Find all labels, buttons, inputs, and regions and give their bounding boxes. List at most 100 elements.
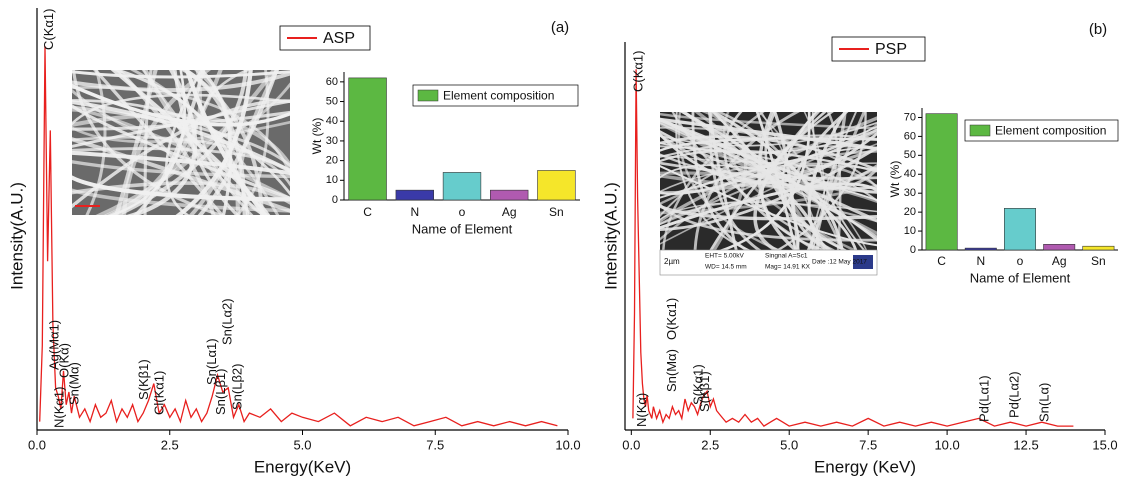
- y-tick-label: 50: [326, 95, 338, 107]
- peak-label: Sn(Lβ1): [213, 369, 228, 416]
- x-tick-label: 15.0: [1092, 437, 1117, 452]
- fibre: [772, 112, 800, 250]
- spectrum-line: [39, 45, 558, 427]
- x-tick-label: C: [363, 205, 372, 219]
- x-tick-label: o: [1017, 254, 1024, 268]
- fibre: [718, 112, 811, 250]
- fibre: [660, 146, 877, 199]
- x-tick-label: 10.0: [555, 437, 580, 452]
- x-tick-label: Sn: [549, 205, 564, 219]
- fibre: [235, 70, 280, 215]
- fibre: [95, 70, 277, 215]
- spectrum-line: [632, 69, 1074, 427]
- fibre: [671, 112, 836, 250]
- fibre: [173, 70, 240, 215]
- y-tick-label: 70: [904, 111, 916, 123]
- bar: [1043, 244, 1076, 251]
- bar: [442, 172, 482, 201]
- fibre: [112, 70, 248, 215]
- bar: [925, 113, 958, 251]
- fibre: [93, 70, 225, 215]
- y-axis-label: Wt (%): [888, 161, 902, 198]
- fibre: [826, 112, 842, 250]
- sem-image: [660, 112, 877, 250]
- x-tick-label: N: [976, 254, 985, 268]
- bar: [964, 247, 997, 251]
- x-axis-label: Energy (KeV): [814, 457, 916, 476]
- fibre: [199, 70, 254, 215]
- sem-image: [72, 70, 290, 215]
- fibre: [693, 112, 801, 250]
- fibre: [807, 112, 847, 250]
- peak-label: Pd(Lα1): [976, 375, 991, 422]
- image-info-text: Date :12 May 2017: [812, 259, 867, 266]
- fibre: [691, 112, 750, 250]
- y-axis-label: Wt (%): [310, 118, 324, 155]
- x-tick-label: 2.5: [701, 437, 719, 452]
- peak-label: O(Kα): [57, 343, 72, 378]
- peak-label: S(Kβ1): [697, 371, 712, 412]
- fibre: [72, 160, 290, 179]
- panel-label: (b): [1089, 21, 1107, 38]
- peak-label: Cl(Kα1): [152, 371, 167, 415]
- peak-label: Sn(Lα): [1036, 383, 1051, 422]
- peak-label: Sn(Lα2): [220, 298, 235, 345]
- bar: [1082, 245, 1115, 251]
- y-tick-label: 30: [904, 187, 916, 199]
- peak-label: Sn(Mα): [664, 349, 679, 392]
- fibre: [660, 128, 877, 196]
- x-tick-label: N: [410, 205, 419, 219]
- peak-label: C(Kα1): [41, 9, 56, 50]
- fibre: [85, 70, 107, 215]
- legend-box: [412, 84, 579, 107]
- peak-label: Sn(Lα1): [204, 338, 219, 385]
- x-axis-label: Name of Element: [970, 270, 1071, 285]
- bar: [1004, 208, 1036, 251]
- legend-label: Element composition: [995, 124, 1106, 138]
- legend-box: [964, 119, 1119, 142]
- y-tick-label: 20: [326, 155, 338, 167]
- x-tick-label: 0.0: [622, 437, 640, 452]
- legend-swatch: [969, 124, 991, 137]
- x-tick-label: 2.5: [161, 437, 179, 452]
- image-info-bar: [659, 249, 878, 276]
- legend-swatch: [417, 89, 439, 102]
- image-info-text: 2µm: [664, 257, 680, 266]
- image-info-text: EHT= 5.00kV: [705, 253, 745, 260]
- peak-label: S(Kα1): [691, 364, 706, 405]
- x-axis-label: Name of Element: [412, 221, 513, 236]
- x-tick-label: 10.0: [934, 437, 959, 452]
- x-tick-label: 0.0: [28, 437, 46, 452]
- legend-label: Element composition: [443, 89, 554, 103]
- x-tick-label: Ag: [1052, 254, 1067, 268]
- x-tick-label: 5.0: [293, 437, 311, 452]
- x-tick-label: Sn: [1091, 254, 1106, 268]
- fibre: [72, 120, 290, 144]
- x-tick-label: C: [937, 254, 946, 268]
- fibre: [175, 70, 253, 215]
- legend-label: PSP: [875, 41, 907, 58]
- fibre: [72, 108, 290, 201]
- fibre: [165, 70, 204, 215]
- fibre: [72, 137, 290, 213]
- peak-label: C(Kα1): [631, 51, 646, 92]
- y-tick-label: 30: [326, 135, 338, 147]
- y-tick-label: 60: [904, 130, 916, 142]
- x-tick-label: o: [459, 205, 466, 219]
- fibre: [72, 70, 226, 215]
- fibre: [660, 164, 877, 241]
- peak-label: Ag(Mα1): [46, 320, 61, 370]
- x-tick-label: 7.5: [859, 437, 877, 452]
- image-info-text: Singnal A=Sc1: [765, 253, 808, 260]
- fibre: [660, 121, 877, 236]
- bar: [348, 77, 387, 201]
- fibre: [660, 117, 877, 239]
- y-tick-label: 10: [904, 225, 916, 237]
- image-info-text: Mag= 14.91 KX: [765, 264, 811, 271]
- x-tick-label: Ag: [502, 205, 517, 219]
- y-tick-label: 0: [332, 194, 338, 206]
- y-tick-label: 10: [326, 174, 338, 186]
- fibre: [715, 112, 844, 250]
- fibre: [660, 201, 877, 221]
- y-tick-label: 60: [326, 76, 338, 88]
